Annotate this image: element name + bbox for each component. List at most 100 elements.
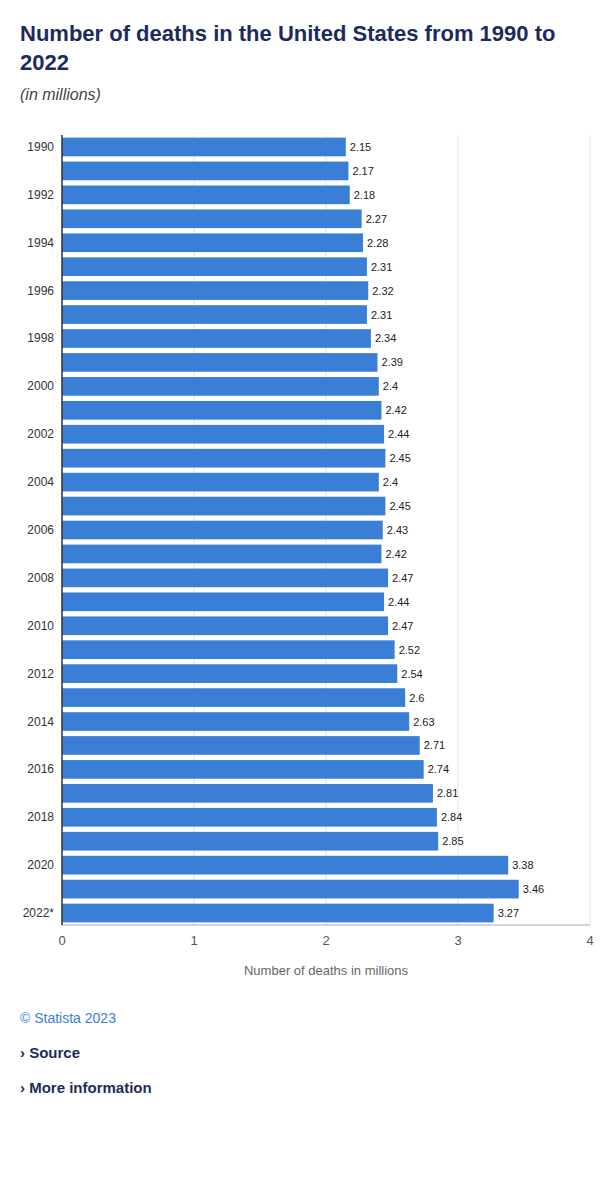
title: Number of deaths in the United States fr…	[20, 20, 595, 77]
y-tick-label: 2010	[27, 619, 54, 633]
data-label: 2.18	[354, 189, 375, 201]
bar	[62, 401, 381, 420]
bar	[62, 186, 350, 205]
y-tick-label: 2008	[27, 571, 54, 585]
data-label: 2.85	[442, 835, 463, 847]
data-label: 2.42	[385, 404, 406, 416]
data-label: 2.34	[375, 332, 396, 344]
data-label: 2.74	[428, 763, 449, 775]
data-label: 2.47	[392, 572, 413, 584]
data-label: 3.46	[523, 883, 544, 895]
data-label: 2.43	[387, 524, 408, 536]
bar	[62, 473, 379, 492]
y-tick-label: 2016	[27, 762, 54, 776]
data-label: 2.15	[350, 141, 371, 153]
bar	[62, 353, 377, 372]
bar	[62, 856, 508, 875]
data-label: 2.44	[388, 428, 409, 440]
data-label: 2.54	[401, 668, 422, 680]
data-label: 2.71	[424, 739, 445, 751]
data-label: 2.81	[437, 787, 458, 799]
bar	[62, 712, 409, 731]
y-tick-label: 2000	[27, 379, 54, 393]
grid-line	[62, 135, 63, 925]
data-label: 2.32	[372, 285, 393, 297]
x-tick-label: 0	[58, 933, 65, 948]
data-label: 2.31	[371, 309, 392, 321]
data-label: 2.27	[366, 213, 387, 225]
y-axis-line	[61, 135, 63, 925]
bar	[62, 425, 384, 444]
data-label: 2.42	[385, 548, 406, 560]
data-label: 2.63	[413, 716, 434, 728]
bar	[62, 449, 385, 468]
bar	[62, 162, 348, 181]
bar	[62, 880, 519, 899]
data-label: 2.84	[441, 811, 462, 823]
bar-chart: 0 1 2 3 4 2.15 2.17 2.18 2.27 2.28 2.31 2.32 2.31 2.3…	[0, 125, 615, 995]
data-label: 2.6	[409, 692, 424, 704]
y-tick-label: 1992	[27, 188, 54, 202]
bar	[62, 305, 367, 324]
x-tick-label: 2	[322, 933, 329, 948]
bar	[62, 329, 371, 348]
data-label: 2.28	[367, 237, 388, 249]
data-label: 2.4	[383, 476, 398, 488]
data-label: 2.47	[392, 620, 413, 632]
y-tick-label: 2020	[27, 858, 54, 872]
data-label: 2.4	[383, 380, 398, 392]
x-tick-label: 4	[586, 933, 593, 948]
bar	[62, 736, 420, 755]
y-tick-label: 2018	[27, 810, 54, 824]
data-label: 2.44	[388, 596, 409, 608]
y-tick-label: 2004	[27, 475, 54, 489]
bar	[62, 832, 438, 851]
grid	[62, 135, 590, 925]
data-label: 2.31	[371, 261, 392, 273]
data-label: 2.52	[399, 644, 420, 656]
annotation: © Statista 2023	[20, 1010, 595, 1026]
x-axis-label: Number of deaths in millions	[244, 963, 409, 978]
bar	[62, 138, 346, 157]
bar	[62, 233, 363, 252]
data-label: 2.45	[389, 500, 410, 512]
y-tick-label: 2006	[27, 523, 54, 537]
data-label: 2.17	[352, 165, 373, 177]
bar	[62, 808, 437, 827]
grid-line	[458, 135, 459, 925]
bar	[62, 281, 368, 300]
data-label: 2.45	[389, 452, 410, 464]
bar	[62, 592, 384, 611]
y-tick-label: 2014	[27, 715, 54, 729]
bar	[62, 904, 494, 923]
y-tick-label: 1990	[27, 140, 54, 154]
y-tick-label: 1998	[27, 331, 54, 345]
bar	[62, 377, 379, 396]
y-tick-label: 2012	[27, 667, 54, 681]
data-label: 3.38	[512, 859, 533, 871]
x-tick-label: 1	[190, 933, 197, 948]
y-tick-label: 1996	[27, 284, 54, 298]
bar	[62, 664, 397, 683]
bar	[62, 640, 395, 659]
bar	[62, 616, 388, 635]
x-tick-label: 3	[454, 933, 461, 948]
data-label: 2.39	[381, 356, 402, 368]
bar	[62, 545, 381, 564]
subtitle: (in millions)	[20, 86, 101, 104]
x-axis-line	[62, 925, 590, 926]
bar	[62, 521, 383, 540]
bar	[62, 209, 362, 228]
bar	[62, 760, 424, 779]
y-tick-label: 2022*	[23, 906, 55, 920]
grid-line	[590, 135, 591, 925]
bars	[62, 138, 519, 923]
annotation: › Source	[20, 1044, 595, 1061]
data-label: 3.27	[498, 907, 519, 919]
y-tick-label: 2002	[27, 427, 54, 441]
bar	[62, 497, 385, 516]
bar	[62, 784, 433, 803]
bar	[62, 569, 388, 588]
y-tick-label: 1994	[27, 236, 54, 250]
annotation: › More information	[20, 1079, 595, 1096]
